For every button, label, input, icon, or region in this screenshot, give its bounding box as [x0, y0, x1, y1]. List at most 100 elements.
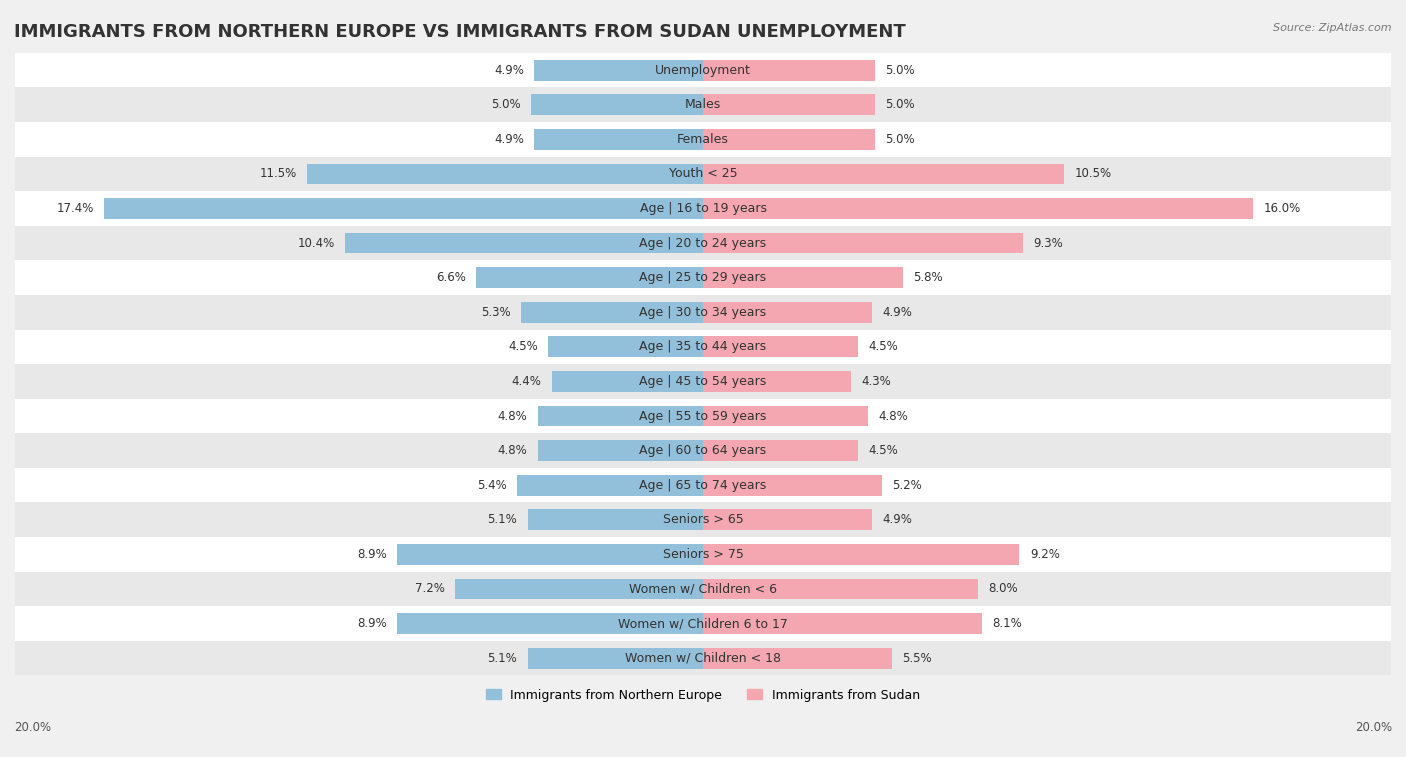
- Bar: [703, 406, 868, 426]
- Text: 4.9%: 4.9%: [882, 513, 911, 526]
- Bar: [703, 267, 903, 288]
- Bar: [703, 648, 893, 668]
- Text: 8.9%: 8.9%: [357, 617, 387, 630]
- Text: Source: ZipAtlas.com: Source: ZipAtlas.com: [1274, 23, 1392, 33]
- Text: Age | 45 to 54 years: Age | 45 to 54 years: [640, 375, 766, 388]
- Bar: [104, 198, 703, 219]
- Bar: [517, 475, 703, 496]
- Bar: [308, 164, 703, 184]
- Text: Women w/ Children < 6: Women w/ Children < 6: [628, 582, 778, 596]
- Bar: [15, 157, 1391, 192]
- Text: Age | 30 to 34 years: Age | 30 to 34 years: [640, 306, 766, 319]
- Bar: [703, 371, 851, 392]
- Bar: [551, 371, 703, 392]
- Text: 5.1%: 5.1%: [488, 513, 517, 526]
- Text: 4.5%: 4.5%: [868, 444, 898, 457]
- Bar: [538, 406, 703, 426]
- Text: Males: Males: [685, 98, 721, 111]
- Bar: [396, 544, 703, 565]
- Text: 17.4%: 17.4%: [56, 202, 94, 215]
- Bar: [527, 509, 703, 530]
- Bar: [346, 232, 703, 254]
- Text: 4.8%: 4.8%: [498, 410, 527, 422]
- Text: 5.0%: 5.0%: [886, 98, 915, 111]
- Bar: [15, 433, 1391, 468]
- Text: Unemployment: Unemployment: [655, 64, 751, 76]
- Text: Age | 16 to 19 years: Age | 16 to 19 years: [640, 202, 766, 215]
- Text: Age | 35 to 44 years: Age | 35 to 44 years: [640, 341, 766, 354]
- Text: 11.5%: 11.5%: [260, 167, 297, 180]
- Bar: [703, 95, 875, 115]
- Bar: [477, 267, 703, 288]
- Text: 4.5%: 4.5%: [868, 341, 898, 354]
- Bar: [527, 648, 703, 668]
- Text: 5.4%: 5.4%: [477, 478, 508, 492]
- Bar: [703, 232, 1024, 254]
- Bar: [703, 544, 1019, 565]
- Text: 5.3%: 5.3%: [481, 306, 510, 319]
- Bar: [538, 441, 703, 461]
- Legend: Immigrants from Northern Europe, Immigrants from Sudan: Immigrants from Northern Europe, Immigra…: [481, 684, 925, 706]
- Text: 8.0%: 8.0%: [988, 582, 1018, 596]
- Bar: [520, 302, 703, 322]
- Text: 4.8%: 4.8%: [879, 410, 908, 422]
- Text: Youth < 25: Youth < 25: [669, 167, 737, 180]
- Bar: [703, 164, 1064, 184]
- Text: 10.5%: 10.5%: [1074, 167, 1112, 180]
- Bar: [15, 503, 1391, 537]
- Text: 4.8%: 4.8%: [498, 444, 527, 457]
- Text: 6.6%: 6.6%: [436, 271, 465, 284]
- Bar: [703, 129, 875, 150]
- Bar: [396, 613, 703, 634]
- Text: 7.2%: 7.2%: [415, 582, 446, 596]
- Bar: [548, 336, 703, 357]
- Text: 20.0%: 20.0%: [1355, 721, 1392, 734]
- Bar: [15, 53, 1391, 88]
- Bar: [15, 572, 1391, 606]
- Bar: [703, 336, 858, 357]
- Bar: [15, 364, 1391, 399]
- Bar: [15, 122, 1391, 157]
- Text: IMMIGRANTS FROM NORTHERN EUROPE VS IMMIGRANTS FROM SUDAN UNEMPLOYMENT: IMMIGRANTS FROM NORTHERN EUROPE VS IMMIG…: [14, 23, 905, 41]
- Text: 4.9%: 4.9%: [882, 306, 911, 319]
- Text: Seniors > 75: Seniors > 75: [662, 548, 744, 561]
- Bar: [456, 578, 703, 600]
- Text: 5.1%: 5.1%: [488, 652, 517, 665]
- Text: Seniors > 65: Seniors > 65: [662, 513, 744, 526]
- Bar: [15, 329, 1391, 364]
- Bar: [534, 60, 703, 80]
- Text: 20.0%: 20.0%: [14, 721, 51, 734]
- Bar: [15, 399, 1391, 433]
- Bar: [703, 198, 1253, 219]
- Text: Females: Females: [678, 132, 728, 146]
- Bar: [15, 606, 1391, 641]
- Bar: [531, 95, 703, 115]
- Bar: [703, 475, 882, 496]
- Bar: [703, 60, 875, 80]
- Bar: [15, 260, 1391, 295]
- Text: 4.4%: 4.4%: [512, 375, 541, 388]
- Text: 5.0%: 5.0%: [886, 132, 915, 146]
- Bar: [703, 578, 979, 600]
- Text: 5.8%: 5.8%: [912, 271, 942, 284]
- Text: Age | 60 to 64 years: Age | 60 to 64 years: [640, 444, 766, 457]
- Bar: [703, 302, 872, 322]
- Text: 5.2%: 5.2%: [893, 478, 922, 492]
- Text: 9.3%: 9.3%: [1033, 237, 1063, 250]
- Text: 5.0%: 5.0%: [886, 64, 915, 76]
- Text: 4.5%: 4.5%: [508, 341, 538, 354]
- Bar: [703, 613, 981, 634]
- Text: 10.4%: 10.4%: [298, 237, 335, 250]
- Text: 8.9%: 8.9%: [357, 548, 387, 561]
- Text: Age | 20 to 24 years: Age | 20 to 24 years: [640, 237, 766, 250]
- Text: Women w/ Children 6 to 17: Women w/ Children 6 to 17: [619, 617, 787, 630]
- Bar: [534, 129, 703, 150]
- Bar: [15, 88, 1391, 122]
- Text: 4.9%: 4.9%: [495, 132, 524, 146]
- Text: 5.5%: 5.5%: [903, 652, 932, 665]
- Bar: [703, 509, 872, 530]
- Bar: [15, 226, 1391, 260]
- Text: 4.3%: 4.3%: [862, 375, 891, 388]
- Text: Age | 55 to 59 years: Age | 55 to 59 years: [640, 410, 766, 422]
- Bar: [15, 192, 1391, 226]
